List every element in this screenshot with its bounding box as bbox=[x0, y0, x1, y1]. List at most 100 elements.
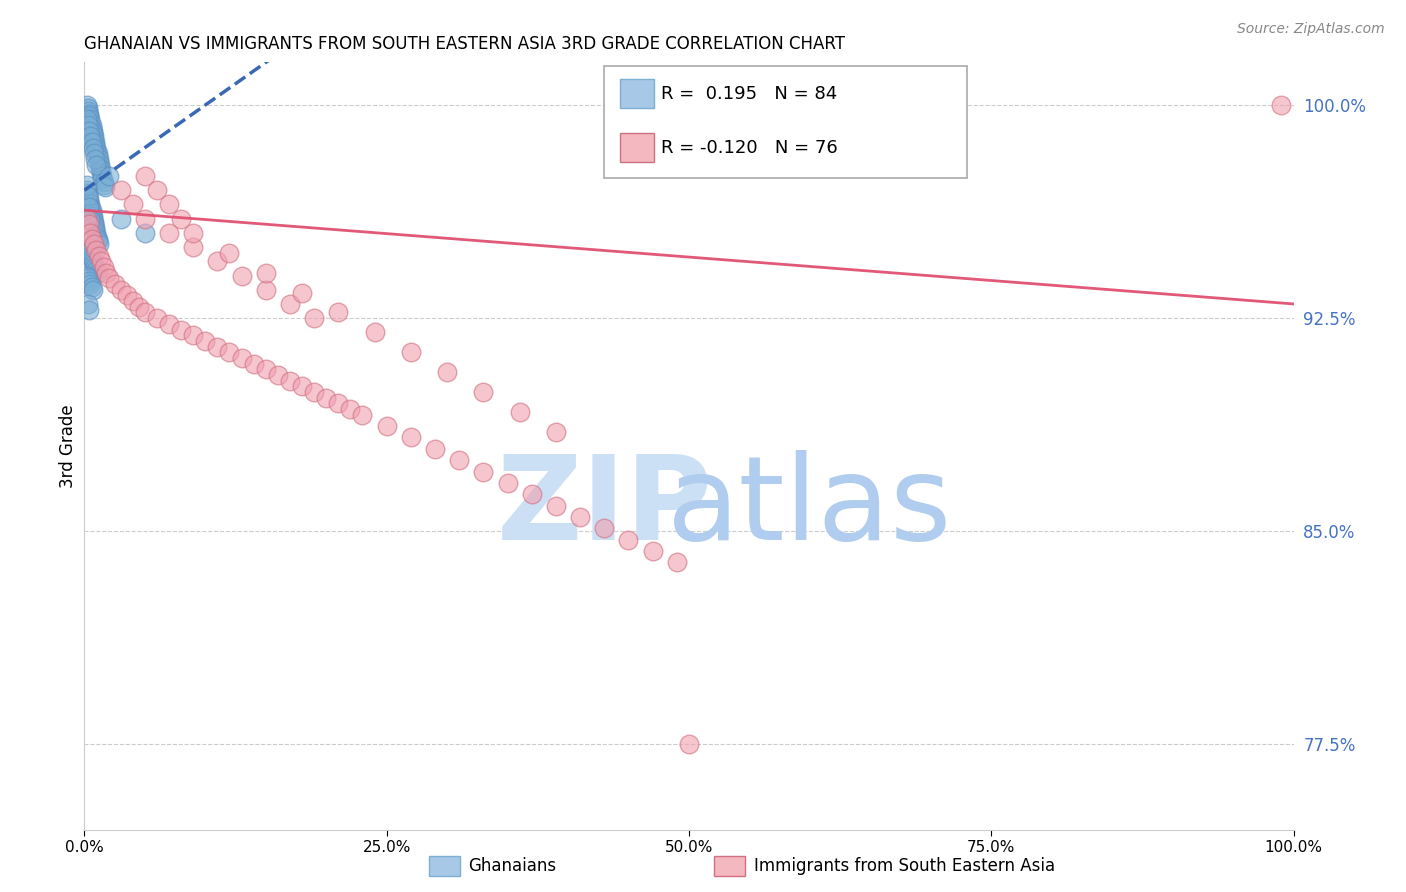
Point bbox=[593, 521, 616, 535]
Point bbox=[339, 402, 361, 417]
FancyBboxPatch shape bbox=[605, 66, 967, 178]
Point bbox=[121, 197, 143, 211]
Point bbox=[170, 322, 193, 336]
Point bbox=[87, 249, 110, 263]
Point bbox=[77, 271, 100, 285]
Point bbox=[90, 166, 112, 180]
Point bbox=[315, 391, 337, 405]
Point bbox=[84, 260, 107, 274]
Point bbox=[82, 127, 104, 141]
Point bbox=[134, 305, 156, 319]
Point bbox=[665, 556, 688, 570]
Point bbox=[134, 226, 156, 240]
Point bbox=[544, 425, 567, 439]
Point bbox=[157, 226, 180, 240]
Point bbox=[82, 123, 104, 137]
Point bbox=[86, 263, 108, 277]
Point bbox=[84, 220, 107, 235]
Point bbox=[128, 300, 150, 314]
Point bbox=[76, 183, 98, 197]
Point bbox=[84, 152, 107, 166]
Point bbox=[170, 211, 193, 226]
Point bbox=[87, 154, 110, 169]
Point bbox=[77, 218, 100, 232]
Point bbox=[86, 266, 108, 280]
Point bbox=[97, 271, 120, 285]
Point bbox=[93, 175, 115, 189]
Point bbox=[77, 189, 100, 203]
Text: ZIP: ZIP bbox=[496, 450, 713, 565]
Point bbox=[77, 274, 100, 288]
Point bbox=[83, 132, 105, 146]
Point bbox=[254, 362, 277, 376]
Point bbox=[520, 487, 543, 501]
Point bbox=[76, 268, 98, 283]
Point bbox=[77, 103, 100, 118]
Point bbox=[93, 260, 115, 274]
Point bbox=[302, 311, 325, 326]
Point bbox=[472, 384, 495, 399]
Point bbox=[76, 98, 98, 112]
Point bbox=[302, 384, 325, 399]
Point bbox=[77, 101, 100, 115]
Point bbox=[87, 152, 110, 166]
Point bbox=[328, 305, 350, 319]
Point bbox=[94, 266, 117, 280]
Point bbox=[82, 209, 104, 223]
Point bbox=[86, 226, 108, 240]
Point bbox=[231, 268, 253, 283]
Point bbox=[94, 180, 117, 194]
Point bbox=[76, 112, 98, 127]
Point bbox=[242, 357, 264, 371]
Point bbox=[79, 211, 101, 226]
Point bbox=[267, 368, 290, 382]
Point bbox=[509, 405, 531, 419]
Point bbox=[91, 172, 114, 186]
Point bbox=[93, 178, 115, 192]
Point bbox=[77, 297, 100, 311]
Point bbox=[77, 200, 100, 214]
Point bbox=[82, 254, 104, 268]
Point bbox=[80, 280, 103, 294]
Text: GHANAIAN VS IMMIGRANTS FROM SOUTH EASTERN ASIA 3RD GRADE CORRELATION CHART: GHANAIAN VS IMMIGRANTS FROM SOUTH EASTER… bbox=[84, 35, 845, 53]
Point bbox=[352, 408, 374, 422]
Point bbox=[79, 115, 101, 129]
Point bbox=[134, 211, 156, 226]
Point bbox=[80, 203, 103, 218]
FancyBboxPatch shape bbox=[620, 133, 654, 162]
Point bbox=[84, 137, 107, 152]
Point bbox=[80, 252, 103, 266]
Point bbox=[86, 243, 108, 257]
Point bbox=[207, 340, 229, 354]
Point bbox=[146, 311, 169, 326]
Point bbox=[79, 129, 101, 144]
Point bbox=[79, 112, 101, 127]
Point bbox=[110, 283, 132, 297]
Point bbox=[89, 158, 111, 172]
Point bbox=[82, 283, 104, 297]
Point bbox=[363, 326, 385, 340]
Point bbox=[110, 211, 132, 226]
Point bbox=[76, 178, 98, 192]
Text: R =  0.195   N = 84: R = 0.195 N = 84 bbox=[661, 85, 838, 103]
Point bbox=[399, 345, 422, 359]
Point bbox=[678, 737, 700, 751]
Point bbox=[79, 197, 101, 211]
Point bbox=[77, 243, 100, 257]
Point bbox=[181, 328, 204, 343]
Point bbox=[80, 118, 103, 132]
Point bbox=[83, 129, 105, 144]
Point bbox=[77, 118, 100, 132]
Point bbox=[291, 285, 314, 300]
Point bbox=[76, 211, 98, 226]
Point bbox=[278, 374, 301, 388]
Point bbox=[86, 149, 108, 163]
Point bbox=[496, 475, 519, 490]
Text: R = -0.120   N = 76: R = -0.120 N = 76 bbox=[661, 138, 838, 157]
Text: Ghanaians: Ghanaians bbox=[468, 857, 557, 875]
Point bbox=[181, 226, 204, 240]
Point bbox=[89, 161, 111, 175]
Point bbox=[1270, 98, 1292, 112]
Point bbox=[79, 249, 101, 263]
Point bbox=[278, 297, 301, 311]
